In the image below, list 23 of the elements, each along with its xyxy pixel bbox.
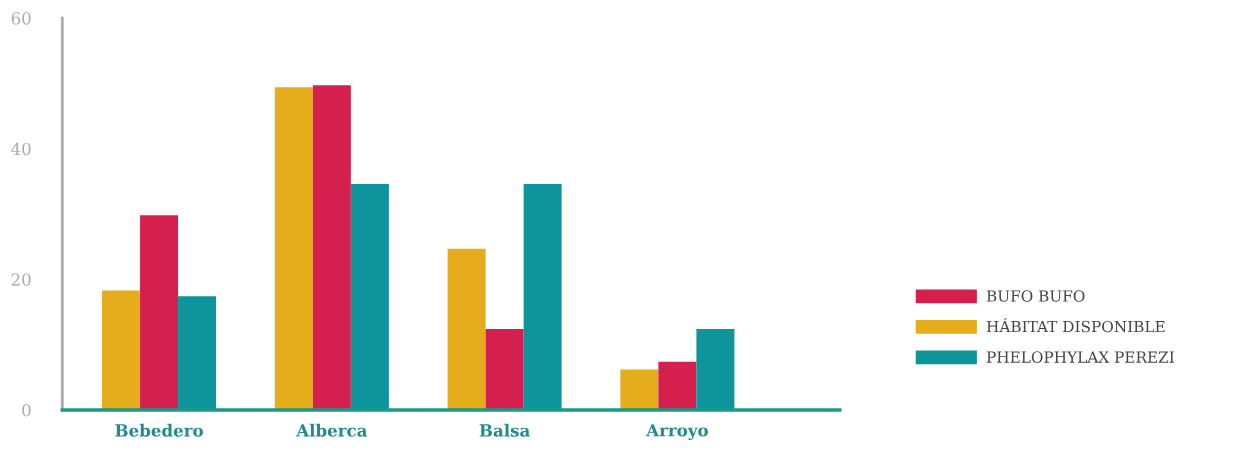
bar xyxy=(312,85,351,410)
y-tick-label: 20 xyxy=(11,273,31,286)
bar xyxy=(485,328,524,410)
x-tick-label: Bebedero xyxy=(115,423,203,437)
bar xyxy=(620,369,659,410)
bar xyxy=(102,290,141,410)
bar xyxy=(658,361,697,410)
legend-label: PHELOPHYLAX PEREZI xyxy=(986,351,1174,363)
bar xyxy=(350,183,389,410)
bar xyxy=(140,215,179,410)
bar xyxy=(523,183,562,410)
x-tick-label: Arroyo xyxy=(646,424,708,440)
legend-label: HÁBITAT DISPONIBLE xyxy=(986,317,1165,333)
bar xyxy=(178,296,217,410)
y-tick-label: 0 xyxy=(22,403,31,417)
y-tick-label: 60 xyxy=(11,12,31,25)
legend-label: BUFO BUFO xyxy=(986,290,1085,302)
x-tick-label: Alberca xyxy=(296,423,368,437)
x-tick-label: Balsa xyxy=(479,423,530,437)
y-tick-label: 40 xyxy=(11,142,31,156)
bar xyxy=(447,248,486,410)
bar xyxy=(274,87,313,410)
bar xyxy=(696,328,735,410)
